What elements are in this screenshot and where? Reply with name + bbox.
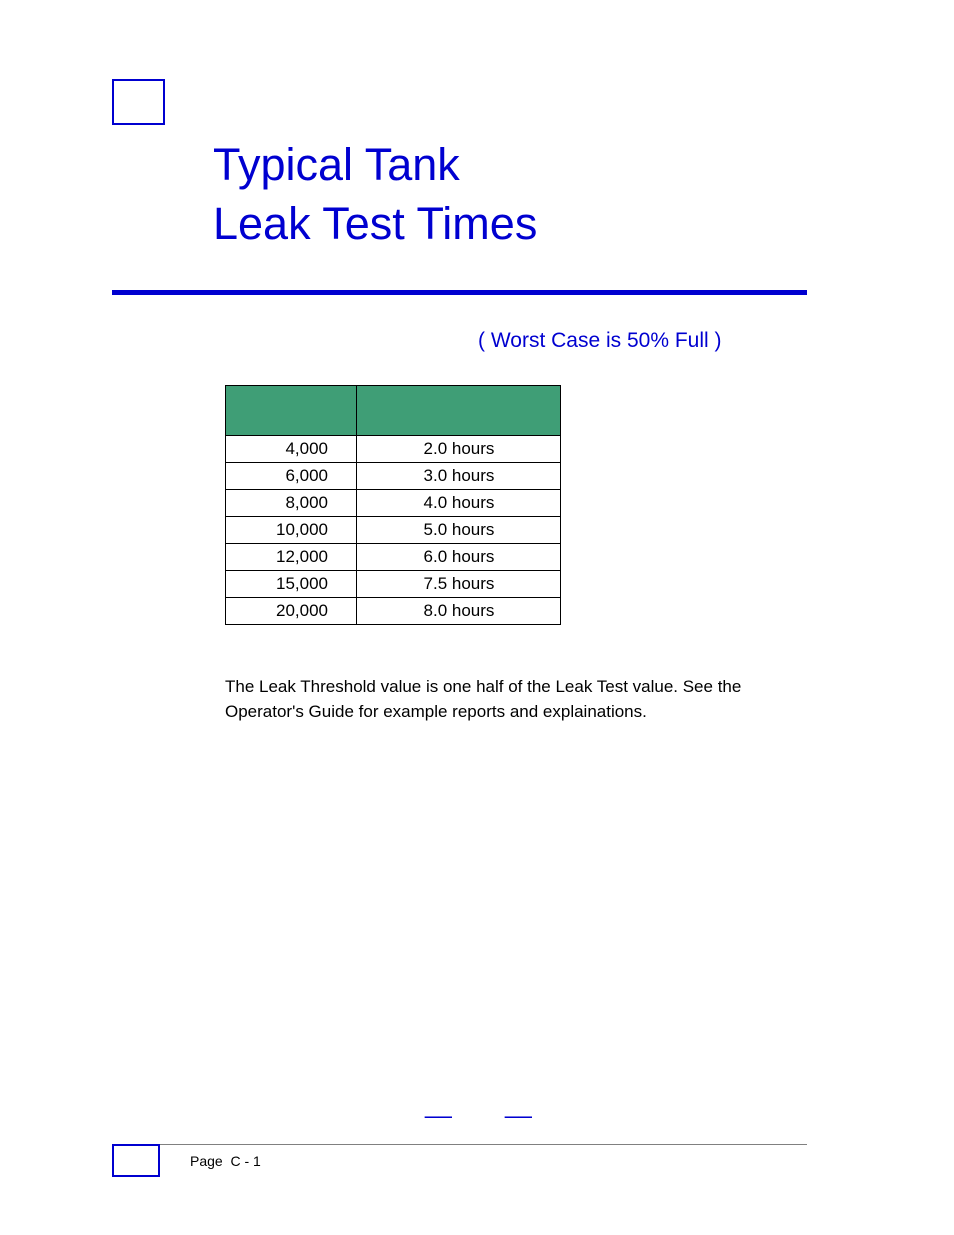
appendix-marker-box [112,79,165,125]
table-row: 12,000 6.0 hours [226,544,561,571]
table-row: 4,000 2.0 hours [226,436,561,463]
table-row: 8,000 4.0 hours [226,490,561,517]
cell-size: 8,000 [226,490,357,517]
page-prefix: Page [190,1153,223,1169]
table-header-col1 [226,386,357,436]
cell-time: 2.0 hours [357,436,561,463]
cell-size: 6,000 [226,463,357,490]
leak-times-table: 4,000 2.0 hours 6,000 3.0 hours 8,000 4.… [225,385,561,625]
subtitle: ( Worst Case is 50% Full ) [478,329,722,353]
cell-time: 5.0 hours [357,517,561,544]
page: Typical Tank Leak Test Times ( Worst Cas… [0,0,954,1235]
cell-size: 12,000 [226,544,357,571]
cell-time: 4.0 hours [357,490,561,517]
cell-time: 8.0 hours [357,598,561,625]
title-line-2: Leak Test Times [213,198,537,249]
body-paragraph: The Leak Threshold value is one half of … [225,675,803,724]
underscore-2: __ [505,1092,532,1120]
title-underline [112,290,807,295]
underscore-1: __ [425,1092,452,1120]
table-header-col2 [357,386,561,436]
table-row: 15,000 7.5 hours [226,571,561,598]
page-number: Page C - 1 [190,1153,261,1169]
footer-rule [160,1144,807,1145]
cell-size: 20,000 [226,598,357,625]
footer-marker-box [112,1144,160,1177]
footer-underscores: __ __ [425,1092,532,1120]
page-title: Typical Tank Leak Test Times [213,136,537,253]
cell-size: 15,000 [226,571,357,598]
table-row: 10,000 5.0 hours [226,517,561,544]
title-line-1: Typical Tank [213,139,460,190]
cell-time: 6.0 hours [357,544,561,571]
table-body: 4,000 2.0 hours 6,000 3.0 hours 8,000 4.… [226,436,561,625]
cell-time: 3.0 hours [357,463,561,490]
table-header-row [226,386,561,436]
cell-size: 10,000 [226,517,357,544]
table-row: 20,000 8.0 hours [226,598,561,625]
cell-size: 4,000 [226,436,357,463]
cell-time: 7.5 hours [357,571,561,598]
table-row: 6,000 3.0 hours [226,463,561,490]
page-value: C - 1 [230,1153,260,1169]
